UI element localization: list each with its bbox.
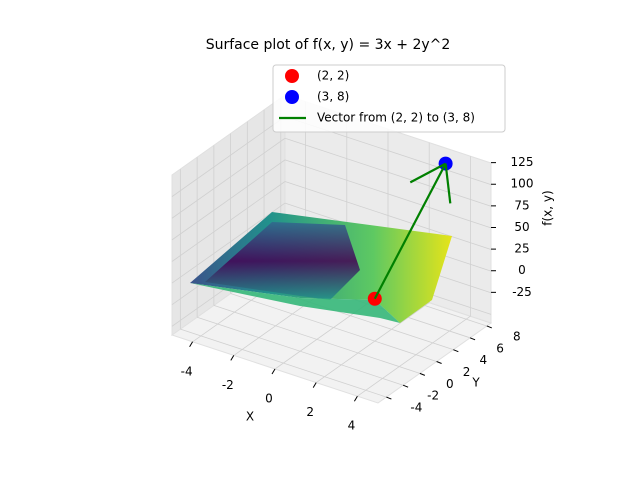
y-tick-label: -2 (427, 389, 439, 403)
legend-label: Vector from (2, 2) to (3, 8) (317, 111, 475, 125)
grid-line (171, 202, 286, 284)
z-tick-label: 100 (511, 177, 534, 191)
legend-marker (285, 90, 299, 104)
tick-mark (312, 382, 317, 388)
grid-line (284, 181, 492, 250)
tick-mark (386, 396, 392, 400)
legend-label: (2, 2) (317, 69, 349, 83)
y-axis-label: Y (471, 376, 480, 390)
grid-line (230, 293, 437, 362)
vector-head (409, 162, 447, 184)
legend-marker (285, 69, 299, 83)
x-tick-label: 2 (306, 405, 314, 419)
grid-line (171, 137, 286, 219)
tick-mark (419, 372, 426, 376)
z-tick-label: 75 (514, 198, 529, 212)
y-tick-label: 0 (446, 377, 454, 391)
grid-line (315, 302, 430, 383)
tick-mark (353, 395, 358, 402)
grid-line (171, 181, 286, 262)
chart-title: Surface plot of f(x, y) = 3x + 2y^2 (206, 37, 451, 53)
x-axis-label: X (246, 410, 254, 424)
x-tick-label: 4 (348, 419, 356, 433)
grid-line (284, 137, 492, 207)
tick-mark (230, 355, 235, 361)
grid-line (171, 159, 286, 241)
legend-label: (3, 8) (317, 90, 349, 104)
y-tick-label: 8 (513, 329, 521, 343)
tick-mark (402, 384, 409, 388)
y-tick-label: 6 (496, 341, 504, 355)
surface-valley (205, 222, 360, 300)
z-axis-label: f(x, y) (541, 190, 555, 225)
x-tick-label: -2 (222, 378, 234, 392)
tick-mark (436, 361, 442, 364)
grid-line (284, 159, 492, 229)
x-tick-label: -4 (181, 364, 193, 378)
grid-line (196, 316, 404, 386)
surface (190, 212, 452, 323)
tick-mark (486, 325, 493, 329)
grid-line (180, 328, 387, 398)
vector (373, 163, 447, 300)
legend: (2, 2) (3, 8) Vector from (2, 2) to (3, 8) (272, 64, 506, 133)
grid-line (357, 315, 471, 397)
y-tick-label: -4 (410, 401, 422, 415)
z-tick-label: 25 (514, 242, 529, 256)
z-tick-label: 0 (518, 263, 526, 277)
x-tick-label: 0 (265, 392, 273, 406)
z-tick-label: 125 (511, 155, 534, 169)
tick-mark (453, 349, 459, 353)
y-tick-label: 4 (480, 353, 488, 367)
grid-line (171, 116, 286, 197)
z-tick-label: 50 (514, 220, 529, 234)
z-tick-label: -25 (512, 285, 532, 299)
surface-edge (190, 283, 400, 323)
tick-mark (469, 337, 476, 341)
legend-box (272, 64, 506, 133)
tick-mark (271, 368, 276, 375)
grid-line (213, 304, 420, 374)
y-tick-label: 2 (463, 365, 471, 379)
tick-mark (189, 341, 194, 348)
vector-head (444, 163, 452, 204)
